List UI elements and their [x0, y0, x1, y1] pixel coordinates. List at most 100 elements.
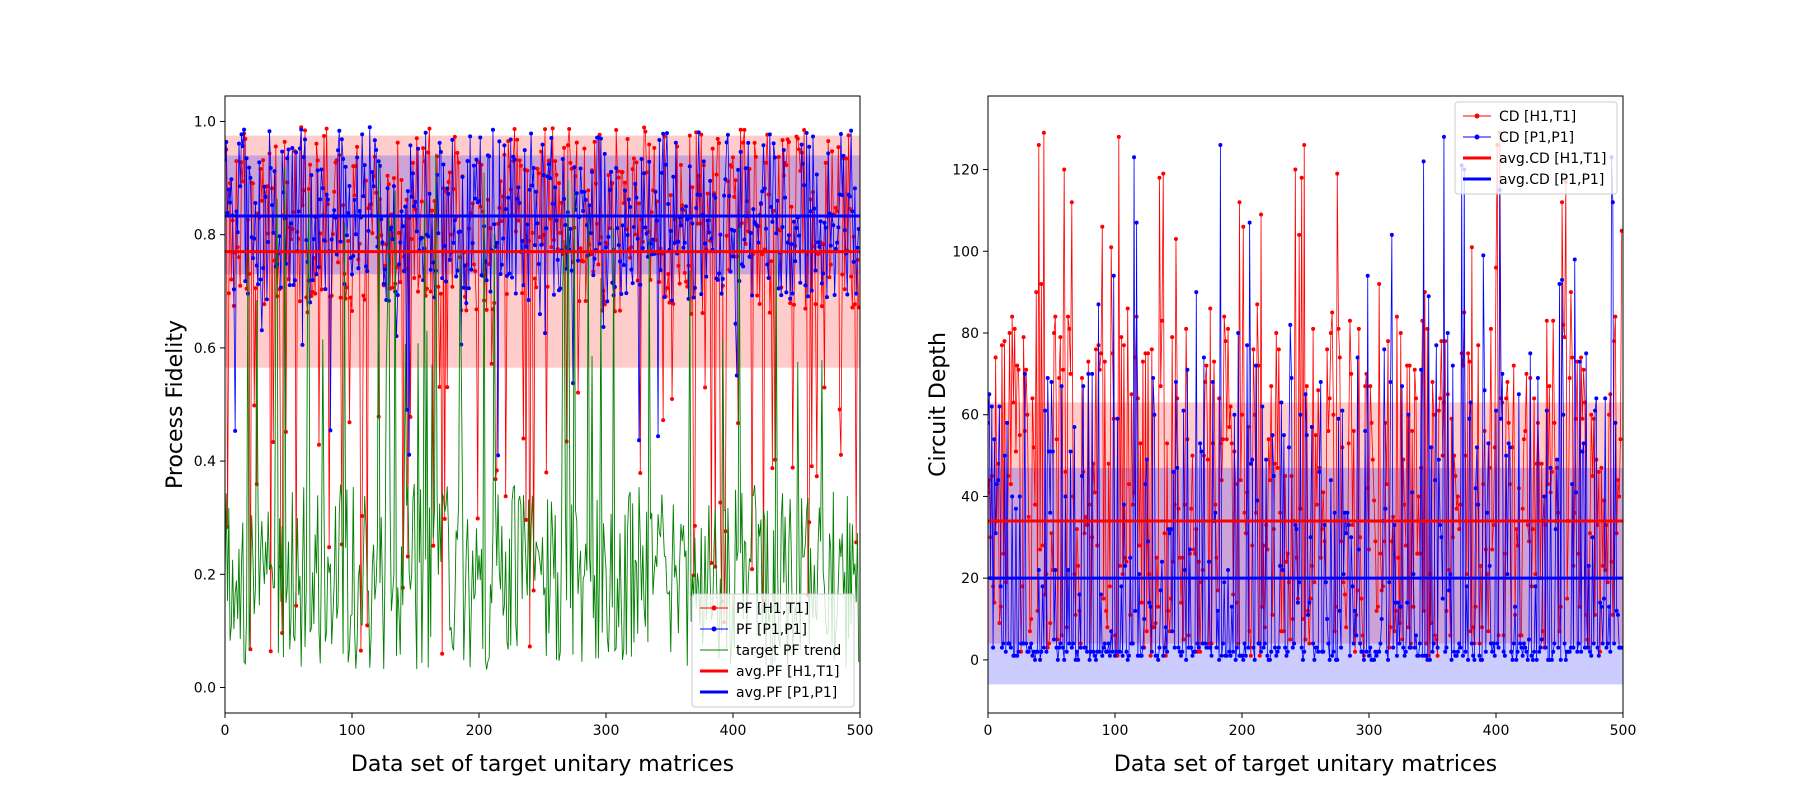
data-point	[1619, 228, 1623, 233]
data-point	[346, 211, 351, 216]
data-point	[315, 158, 320, 163]
data-point	[352, 193, 357, 198]
data-point	[850, 209, 855, 214]
data-point	[440, 276, 445, 281]
data-point	[1426, 294, 1431, 299]
data-point	[640, 246, 645, 251]
data-point	[996, 478, 1001, 483]
data-point	[362, 297, 367, 302]
data-point	[1494, 265, 1498, 270]
data-point	[336, 148, 341, 153]
data-point	[1490, 649, 1495, 654]
data-point	[1218, 441, 1223, 446]
data-point	[581, 259, 586, 264]
data-point	[681, 245, 686, 250]
data-point	[1025, 412, 1030, 417]
data-point	[516, 185, 521, 190]
data-point	[310, 278, 315, 283]
data-point	[501, 194, 506, 199]
data-point	[324, 192, 329, 197]
data-point	[672, 240, 677, 245]
data-point	[607, 187, 612, 192]
data-point	[703, 385, 708, 390]
data-point	[1057, 645, 1062, 650]
data-point	[1417, 551, 1422, 556]
data-point	[808, 209, 813, 214]
data-point	[424, 286, 429, 291]
data-point	[534, 189, 539, 194]
data-point	[355, 144, 360, 149]
data-point	[1539, 637, 1544, 642]
data-point	[691, 573, 696, 578]
data-point	[592, 256, 597, 261]
data-point	[1402, 653, 1407, 658]
data-point	[692, 285, 697, 290]
data-point	[386, 182, 391, 187]
data-point	[635, 236, 640, 241]
data-point	[430, 208, 435, 213]
data-point	[1300, 617, 1305, 622]
data-point	[1204, 363, 1209, 368]
data-point	[350, 272, 354, 277]
data-point	[1102, 359, 1107, 364]
data-point	[1124, 649, 1129, 654]
data-point	[1209, 653, 1214, 658]
y-tick-label: 0.6	[194, 341, 216, 357]
data-point	[231, 287, 236, 292]
data-point	[685, 217, 690, 222]
data-point	[771, 141, 776, 146]
data-point	[1267, 657, 1272, 662]
data-point	[1148, 604, 1153, 609]
data-point	[625, 233, 630, 238]
data-point	[1097, 649, 1102, 654]
data-point	[521, 436, 526, 441]
x-tick-label: 500	[847, 723, 874, 739]
data-point	[623, 188, 628, 193]
data-point	[1226, 326, 1231, 331]
data-point	[515, 196, 520, 201]
data-point	[455, 268, 460, 273]
data-point	[855, 245, 860, 250]
data-point	[1351, 429, 1356, 434]
data-point	[1360, 649, 1365, 654]
data-point	[637, 438, 642, 443]
data-point	[664, 131, 669, 136]
data-point	[780, 224, 785, 229]
data-point	[259, 328, 264, 333]
legend-label: PF [P1,P1]	[736, 622, 807, 638]
data-point	[1387, 580, 1392, 585]
data-point	[1410, 429, 1415, 434]
data-point	[1436, 408, 1441, 413]
data-point	[775, 198, 780, 203]
data-point	[1119, 584, 1124, 589]
data-point	[1463, 649, 1468, 654]
data-point	[638, 470, 643, 475]
data-point	[1441, 134, 1446, 139]
data-point	[1085, 649, 1090, 654]
data-point	[1612, 339, 1617, 344]
data-point	[374, 148, 379, 153]
data-point	[1132, 155, 1137, 160]
data-point	[1217, 657, 1222, 662]
data-point	[1157, 645, 1162, 650]
data-point	[1053, 314, 1058, 319]
data-point	[527, 644, 532, 649]
data-point	[300, 203, 305, 208]
data-point	[1367, 653, 1371, 658]
data-point	[846, 133, 851, 138]
data-point	[1600, 641, 1605, 646]
data-point	[1463, 453, 1468, 458]
data-point	[1525, 657, 1530, 662]
series-1	[988, 134, 1623, 662]
legend-marker	[1474, 134, 1480, 140]
data-point	[1196, 559, 1201, 564]
data-point	[1049, 531, 1054, 536]
data-point	[1107, 653, 1112, 658]
data-point	[718, 232, 723, 237]
data-point	[1392, 523, 1397, 528]
data-point	[654, 218, 659, 223]
data-point	[1024, 641, 1029, 646]
data-point	[1278, 510, 1283, 515]
data-point	[1377, 649, 1382, 654]
data-point	[1325, 617, 1330, 622]
